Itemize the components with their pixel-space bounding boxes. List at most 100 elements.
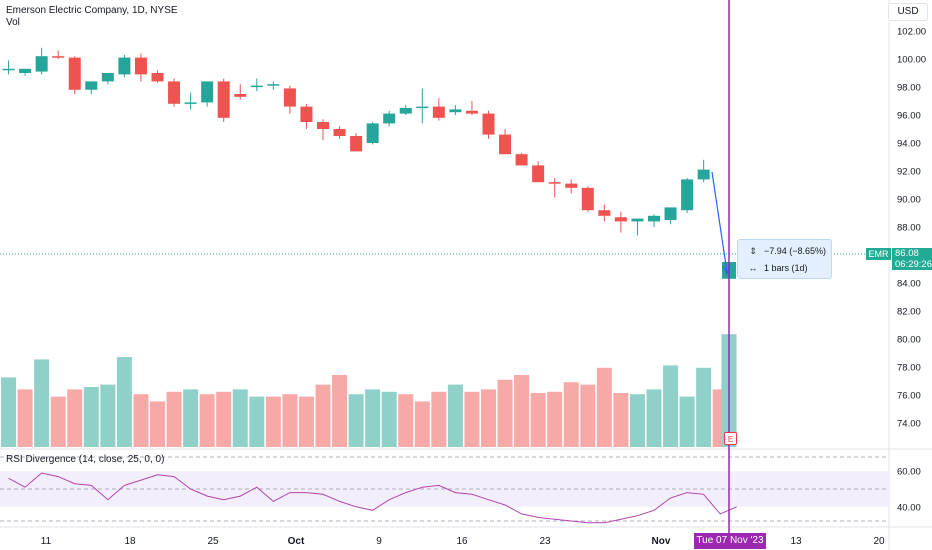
volume-bar <box>348 394 364 447</box>
volume-bar <box>398 394 414 447</box>
candle-body <box>664 207 677 220</box>
candle-body <box>465 110 478 114</box>
price-tick-label: 94.00 <box>897 139 921 150</box>
measure-bars-row: ↔ 1 bars (1d) <box>746 261 808 275</box>
volume-bar <box>431 391 447 447</box>
candle-body <box>300 106 313 122</box>
time-tick-label: 13 <box>790 536 802 547</box>
volume-label[interactable]: Vol <box>6 17 20 28</box>
earnings-badge[interactable]: E <box>724 432 737 445</box>
candle-body <box>697 169 710 180</box>
price-tick-label: 82.00 <box>897 307 921 318</box>
volume-bar <box>265 396 281 447</box>
currency-selector[interactable]: USD <box>888 3 928 21</box>
candle-body <box>581 187 594 211</box>
volume-bar <box>696 367 712 447</box>
volume-bar <box>332 375 348 447</box>
volume-bar <box>497 379 513 447</box>
volume-bar <box>116 357 132 447</box>
volume-bar <box>282 394 298 447</box>
volume-bar <box>530 393 546 447</box>
volume-bar <box>199 394 215 447</box>
volume-bar <box>100 384 116 447</box>
volume-bar <box>232 389 248 447</box>
rsi-line <box>8 472 737 524</box>
bar-countdown: 06:29:26 <box>895 259 932 270</box>
time-tick-label: 9 <box>376 536 382 547</box>
price-tick-label: 100.00 <box>897 55 926 66</box>
measure-bars: 1 bars (1d) <box>764 263 808 273</box>
volume-bar <box>249 396 265 447</box>
time-tick-label: 20 <box>873 536 885 547</box>
candle-body <box>118 57 131 75</box>
candle-body <box>267 84 280 86</box>
time-tick-label: 18 <box>124 536 136 547</box>
volume-bar <box>1 377 17 447</box>
volume-bar <box>216 391 232 447</box>
candle-body <box>2 68 15 71</box>
time-tick-label: 23 <box>539 536 551 547</box>
candle-body <box>648 215 660 222</box>
time-tick-label: 11 <box>41 536 52 547</box>
volume-bar <box>133 394 149 447</box>
candle-body <box>482 113 495 135</box>
candle-body <box>499 134 512 155</box>
volume-bar <box>67 389 83 447</box>
measure-change: −7.94 (−8.65%) <box>764 246 827 256</box>
candle-body <box>598 210 611 216</box>
rsi-indicator-title[interactable]: RSI Divergence (14, close, 25, 0, 0) <box>6 454 165 465</box>
candle-body <box>416 106 429 109</box>
candle-body <box>52 56 65 58</box>
volume-bar <box>315 384 331 447</box>
candle-body <box>35 56 48 72</box>
candle-body <box>134 57 147 75</box>
price-range-icon: ⇕ <box>749 246 757 256</box>
volume-bar <box>298 396 314 447</box>
volume-bar <box>183 389 199 447</box>
volume-bar <box>563 382 579 447</box>
time-tick-label: Oct <box>288 536 305 547</box>
symbol-title[interactable]: Emerson Electric Company, 1D, NYSE <box>6 5 178 16</box>
rsi-tick-label: 40.00 <box>897 502 921 513</box>
volume-bar <box>629 394 645 447</box>
measure-change-row: ⇕ −7.94 (−8.65%) <box>746 244 826 258</box>
time-tick-label: 25 <box>207 536 219 547</box>
candle-body <box>681 179 694 211</box>
candle-body <box>432 106 445 118</box>
measure-arrow-line <box>711 171 728 273</box>
volume-bar <box>646 389 662 447</box>
candle-body <box>631 218 644 222</box>
candle-body <box>399 108 412 114</box>
volume-bar <box>414 401 430 447</box>
volume-bar <box>150 401 165 447</box>
measure-tooltip: ⇕ −7.94 (−8.65%) ↔ 1 bars (1d) <box>737 239 832 279</box>
candle-body <box>151 73 164 82</box>
volume-bar <box>464 391 480 447</box>
volume-bar <box>381 391 397 447</box>
volume-bar <box>547 391 563 447</box>
volume-bar <box>83 387 99 447</box>
candle-body <box>449 109 462 113</box>
price-tick-label: 88.00 <box>897 223 921 234</box>
price-tick-label: 102.00 <box>897 27 926 38</box>
volume-bar <box>663 365 679 447</box>
price-tick-label: 80.00 <box>897 335 921 346</box>
candle-body <box>68 57 81 90</box>
symbol-tag: EMR <box>866 248 891 260</box>
price-tick-label: 84.00 <box>897 279 921 290</box>
candle-body <box>283 88 296 107</box>
volume-bar <box>34 359 50 447</box>
price-tick-label: 74.00 <box>897 419 921 430</box>
time-tick-label: 16 <box>456 536 468 547</box>
volume-bar <box>365 389 381 447</box>
last-price-value: 86.08 <box>895 248 919 259</box>
candle-body <box>565 183 578 188</box>
candle-body <box>350 136 363 152</box>
volume-bar <box>679 396 695 447</box>
candle-body <box>168 81 181 104</box>
candle-body <box>217 81 230 118</box>
volume-bar <box>17 389 33 447</box>
candle-body <box>366 123 379 143</box>
candle-body <box>333 129 346 136</box>
